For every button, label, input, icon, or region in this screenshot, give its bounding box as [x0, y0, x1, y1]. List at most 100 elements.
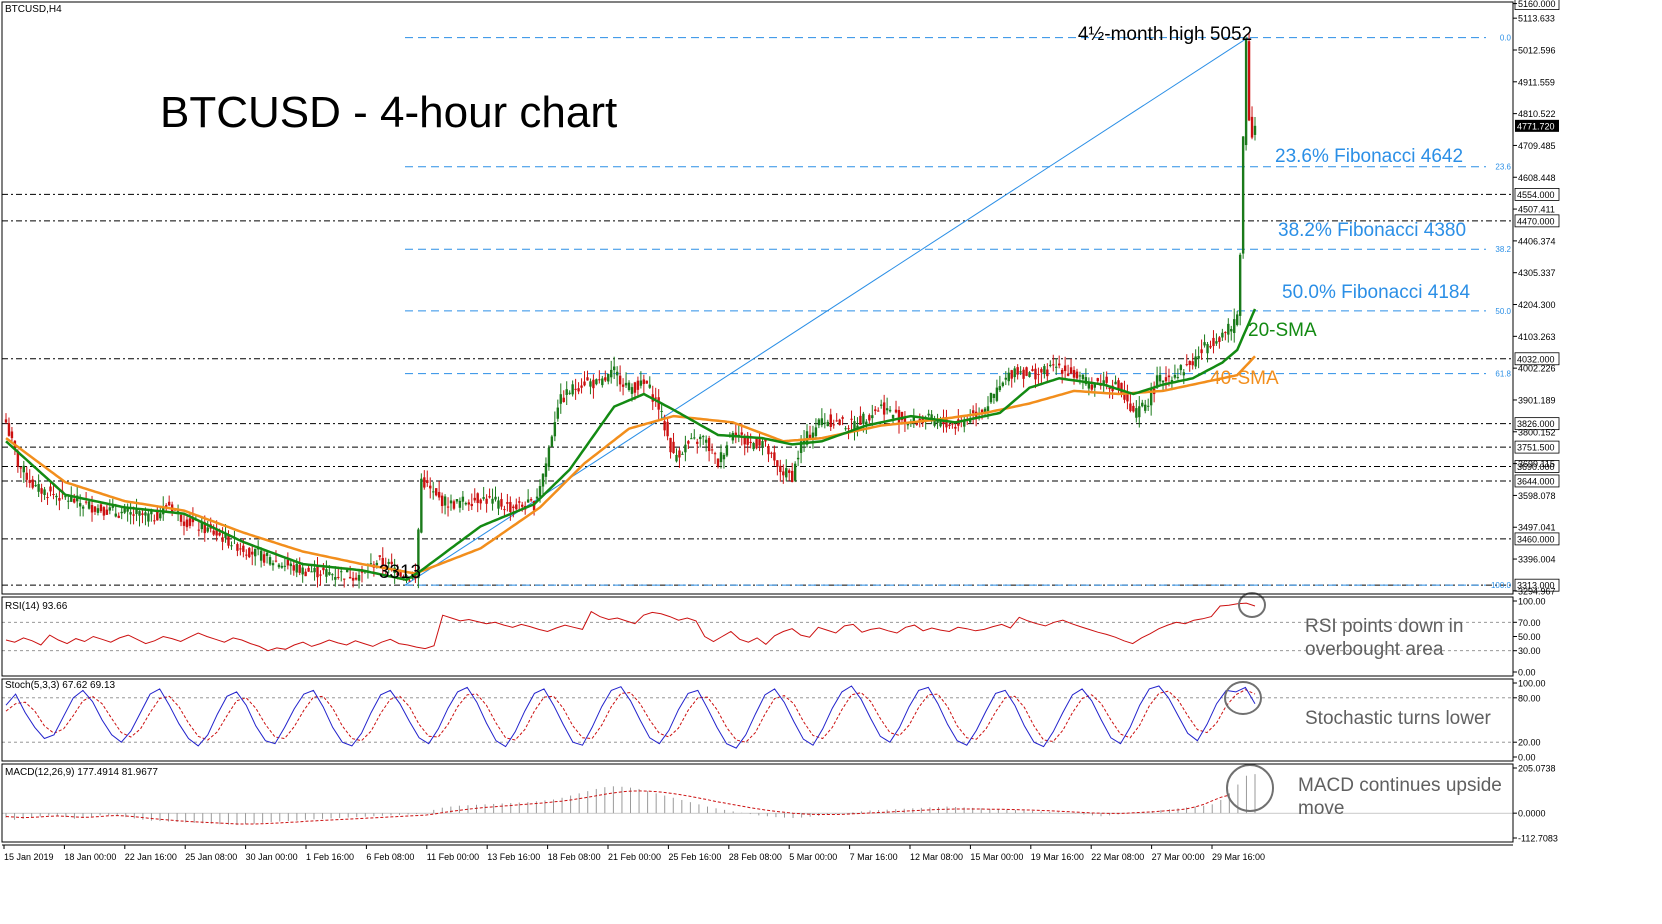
candle-body — [307, 567, 310, 572]
level-label-box — [1514, 214, 1560, 228]
candle-body — [693, 437, 696, 439]
last-price-box — [1515, 119, 1559, 132]
candle-body — [126, 508, 129, 512]
candle-body — [203, 522, 206, 534]
candle-body — [526, 499, 530, 503]
level-label: 4554.000 — [1517, 190, 1555, 200]
price-tick-label: 4507.411 — [1518, 205, 1555, 215]
candle-body — [500, 499, 503, 507]
candle-body — [1031, 369, 1034, 372]
candle-body — [995, 387, 999, 401]
candle-body — [618, 375, 622, 385]
candle-body — [773, 452, 776, 461]
candle-body — [446, 506, 450, 508]
price-tick-label: 4608.448 — [1518, 173, 1556, 183]
candle-body — [262, 554, 266, 563]
candle-body — [328, 572, 331, 575]
chart-title: BTCUSD - 4-hour chart — [160, 88, 617, 137]
candle-body — [458, 500, 462, 508]
stoch-frame — [1, 678, 1514, 762]
candle-body — [657, 397, 660, 410]
candle-body — [1215, 341, 1218, 344]
candle-body — [129, 512, 132, 515]
rsi-tick-label: 70.00 — [1518, 618, 1541, 628]
candle-body — [1191, 361, 1194, 366]
candle-body — [871, 415, 874, 419]
candle-body — [1221, 332, 1224, 338]
level-label-box — [1514, 578, 1560, 592]
price-tick-label: 4103.263 — [1518, 332, 1556, 342]
candle-body — [1209, 345, 1212, 348]
candle-body — [1233, 319, 1236, 334]
candle-body — [434, 488, 438, 496]
macd-callout-line1: MACD continues upside — [1298, 775, 1502, 796]
candle-body — [707, 438, 711, 452]
candle-body — [746, 435, 749, 445]
fibonacci-level-label: 38.2 — [1495, 245, 1511, 254]
candle-body — [900, 411, 904, 421]
candle-body — [645, 380, 649, 384]
candle-body — [841, 417, 844, 419]
candle-body — [1072, 370, 1076, 378]
candle-body — [1212, 337, 1215, 347]
candle-body — [1141, 402, 1144, 407]
candle-body — [280, 565, 284, 568]
candle-body — [111, 505, 115, 508]
candle-body — [621, 384, 625, 387]
time-tick-label: 21 Feb 00:00 — [608, 852, 661, 862]
candle-body — [788, 470, 791, 473]
candle-body — [1173, 374, 1177, 378]
candle-body — [1146, 405, 1150, 407]
candle-body — [544, 463, 548, 477]
candle-body — [420, 478, 423, 533]
candle-body — [461, 496, 465, 502]
candle-body — [283, 565, 287, 567]
fib-236-annotation: 23.6% Fibonacci 4642 — [1275, 146, 1463, 167]
candle-body — [633, 382, 637, 393]
candle-body — [411, 577, 414, 579]
candle-body — [598, 379, 601, 381]
time-tick-label: 29 Mar 16:00 — [1212, 852, 1265, 862]
candle-body — [70, 496, 73, 502]
candle-body — [713, 453, 717, 455]
time-tick-label: 7 Mar 16:00 — [850, 852, 898, 862]
candle-body — [387, 562, 390, 564]
candle-body — [304, 571, 307, 577]
candle-body — [277, 564, 281, 568]
time-tick-label: 6 Feb 08:00 — [366, 852, 414, 862]
candle-body — [49, 486, 52, 492]
candle-body — [248, 548, 251, 558]
candle-body — [610, 369, 613, 378]
candle-body — [289, 563, 293, 567]
candle-body — [417, 529, 420, 579]
candle-body — [630, 387, 634, 394]
candle-body — [491, 498, 494, 504]
low-annotation: 3313 — [379, 562, 421, 583]
candle-body — [716, 458, 720, 467]
time-tick-label: 25 Jan 08:00 — [185, 852, 237, 862]
candle-body — [200, 521, 204, 530]
macd-tick-label: -112.7083 — [1518, 834, 1558, 844]
candle-body — [1117, 380, 1120, 390]
candle-body — [64, 496, 67, 498]
candle-body — [310, 571, 313, 573]
candle-body — [927, 413, 930, 416]
candle-body — [1224, 332, 1227, 334]
price-axis: 5160.000 5113.633 5012.596 4911.559 4810.522… — [1513, 0, 1556, 596]
candle-body — [402, 576, 405, 578]
candle-body — [660, 410, 663, 412]
candle-body — [1182, 372, 1185, 376]
candle-body — [114, 513, 117, 517]
level-label-box — [1514, 440, 1560, 454]
candle-body — [503, 509, 506, 511]
candle-body — [1007, 372, 1010, 382]
time-tick-label: 1 Feb 16:00 — [306, 852, 354, 862]
candle-body — [399, 572, 402, 577]
candle-body — [799, 441, 803, 453]
time-tick-label: 18 Jan 00:00 — [64, 852, 116, 862]
candle-body — [295, 563, 298, 573]
candle-body — [345, 569, 349, 573]
candle-body — [1016, 367, 1019, 375]
level-label: 3690.000 — [1517, 462, 1555, 472]
